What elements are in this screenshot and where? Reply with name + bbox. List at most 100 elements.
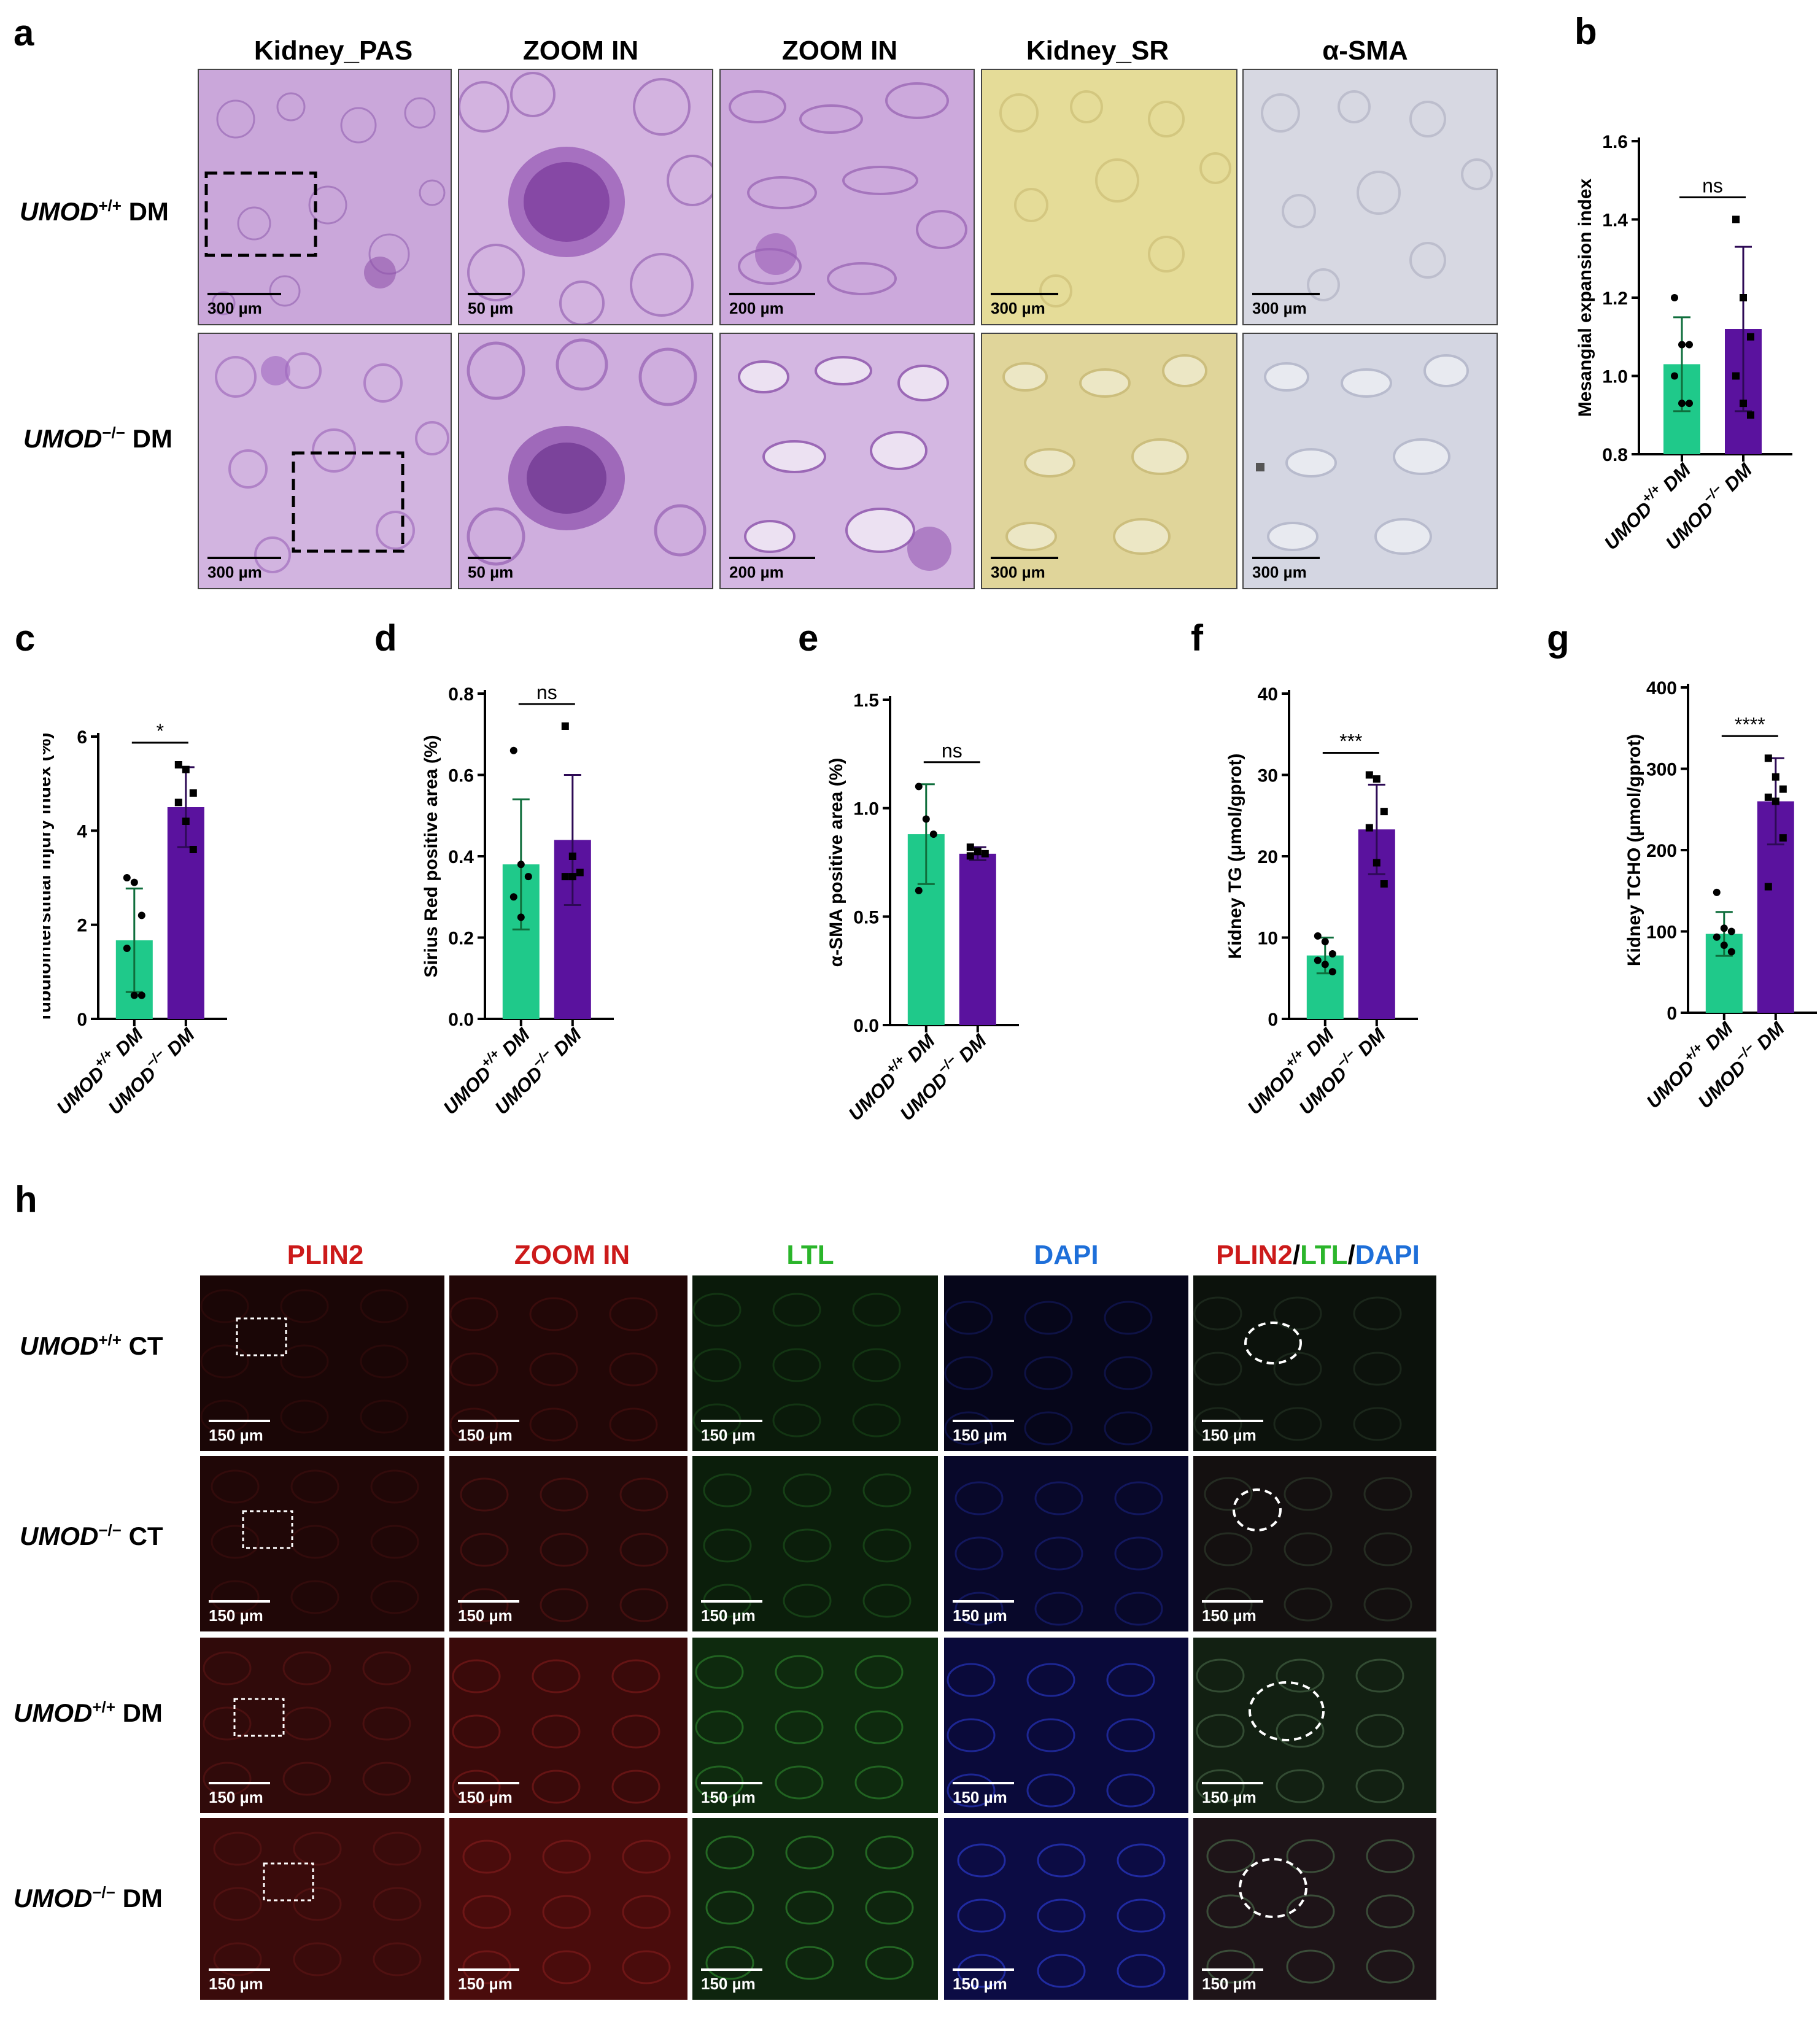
data-point [1380, 880, 1388, 888]
tissue-texture [452, 1659, 660, 1804]
tissue-texture [955, 1481, 1163, 1626]
data-point [929, 830, 937, 838]
glomerulus-outline [1233, 1488, 1282, 1531]
scalebar-line [458, 1782, 519, 1784]
y-axis-title: Kidney TG (μmol/gprot) [1225, 754, 1245, 959]
scalebar-a-1-5: 300 µm [1252, 293, 1320, 318]
data-point [1678, 341, 1686, 349]
y-axis-title: Kidney TCHO (μmol/gprot) [1624, 734, 1644, 966]
scalebar-label: 150 µm [701, 1606, 756, 1625]
scalebar-line [209, 1968, 270, 1971]
data-point [981, 849, 989, 857]
data-point [1365, 771, 1373, 779]
micrograph-pas-wt: 300 µm [198, 69, 452, 325]
scalebar-a-2-1: 300 µm [207, 557, 281, 582]
fluorescence-panel-r3-c5: 150 µm [1193, 1638, 1436, 1813]
scalebar-a-1-4: 300 µm [991, 293, 1058, 318]
tissue-texture [692, 1293, 901, 1438]
scalebar: 150 µm [953, 1420, 1014, 1445]
data-point [1380, 808, 1388, 816]
tissue-texture [695, 1655, 904, 1800]
data-point [1764, 793, 1772, 801]
scalebar-line [701, 1600, 762, 1603]
scalebar-label: 150 µm [953, 1426, 1007, 1444]
y-tick-label: 1.0 [853, 799, 879, 819]
y-tick-label: 0.0 [853, 1016, 879, 1036]
scalebar: 150 µm [1202, 1420, 1263, 1445]
tissue-texture [1204, 1477, 1412, 1622]
fluorescence-panel-r4-c3: 150 µm [692, 1818, 938, 2000]
tissue-texture [203, 1651, 411, 1796]
y-axis-title: Mesangial expansion index [1575, 178, 1595, 417]
y-axis-title: Sirius Red positive area (%) [421, 735, 441, 977]
panel-letter-d: d [374, 617, 397, 659]
micrograph-zoom-wt-1: 50 µm [458, 69, 713, 325]
tissue-texture [200, 1289, 409, 1434]
tissue-texture [460, 1477, 668, 1622]
scalebar-a-2-4: 300 µm [991, 557, 1058, 582]
data-point [1365, 824, 1373, 832]
scalebar-line [1202, 1968, 1263, 1971]
micrograph-zoom-ko-2: 200 µm [719, 333, 975, 589]
scalebar-label: 150 µm [953, 1975, 1007, 1993]
scalebar-a-1-3: 200 µm [729, 293, 815, 318]
data-point [1314, 932, 1322, 940]
fluorescence-panel-r2-c2: 150 µm [449, 1456, 687, 1631]
col-title-zoom-in-2: ZOOM IN [781, 36, 898, 66]
data-point [1772, 797, 1779, 805]
fluorescence-panel-r1-c3: 150 µm [692, 1275, 938, 1451]
scalebar-line [458, 1420, 519, 1422]
y-tick-label: 2 [77, 916, 87, 936]
data-point [1764, 883, 1772, 891]
scalebar-label: 150 µm [458, 1788, 513, 1806]
scalebar-label: 150 µm [701, 1426, 756, 1444]
glomerulus-outline [1249, 1681, 1325, 1741]
scalebar: 150 µm [1202, 1600, 1263, 1625]
y-tick-label: 300 [1646, 760, 1677, 780]
y-axis-title: Tubulointerstitial injury index (%) [43, 733, 55, 1023]
y-tick-label: 0.8 [448, 684, 474, 705]
fluorescence-panel-r1-c1: 150 µm [200, 1275, 444, 1451]
scalebar: 150 µm [701, 1782, 762, 1807]
panel-letter-b: b [1574, 11, 1597, 52]
fluorescence-panel-r1-c2: 150 µm [449, 1275, 687, 1451]
panel-letter-g: g [1547, 617, 1570, 659]
data-point [966, 843, 974, 851]
data-point [517, 913, 525, 921]
data-point [123, 874, 131, 881]
scalebar-label: 150 µm [701, 1788, 756, 1806]
data-point [568, 873, 576, 881]
chart-b: Mesangial expansion index 0.8 1.0 1.2 1.4 1.6… [1575, 132, 1792, 554]
scalebar-label: 150 µm [458, 1606, 513, 1625]
x-label-ko: UMOD−/− DM [1292, 1021, 1390, 1118]
row-label-h-wt-ct: UMOD+/+ CT [20, 1331, 163, 1360]
scalebar-label: 150 µm [1202, 1426, 1257, 1444]
zoom-region-box [263, 1862, 314, 1902]
data-point [1764, 754, 1772, 762]
scalebar: 150 µm [209, 1968, 270, 1994]
row-label-h-ko-ct: UMOD−/− CT [20, 1521, 163, 1550]
fluorescence-panel-r4-c2: 150 µm [449, 1818, 687, 2000]
h-col-title-zoom-in: ZOOM IN [514, 1240, 630, 1270]
y-tick-label: 1.4 [1602, 211, 1628, 231]
scalebar: 150 µm [953, 1968, 1014, 1994]
micrograph-sma-wt: 300 µm [1242, 69, 1498, 325]
data-point [1727, 948, 1735, 956]
y-tick-label: 4 [77, 821, 87, 842]
y-tick-label: 30 [1258, 766, 1278, 786]
scalebar-a-1-1: 300 µm [207, 293, 281, 318]
micrograph-sr-wt: 300 µm [981, 69, 1237, 325]
row-label-h-ko-dm: UMOD−/− DM [14, 1883, 163, 1913]
tissue-texture [1196, 1658, 1404, 1803]
data-point [1671, 372, 1678, 380]
fluorescence-panel-r2-c3: 150 µm [692, 1456, 938, 1631]
scalebar-line [701, 1968, 762, 1971]
scalebar: 150 µm [1202, 1782, 1263, 1807]
chart-d: Sirius Red positive area (%) 0.0 0.2 0.4 0.6… [421, 681, 614, 1119]
data-point [1678, 400, 1686, 408]
y-tick-label: 100 [1646, 923, 1677, 943]
data-point [509, 746, 517, 754]
h-col-title-plin2: PLIN2 [287, 1240, 364, 1270]
micrograph-zoom-wt-2: 200 µm [719, 69, 975, 325]
tissue-texture [705, 1835, 914, 1980]
